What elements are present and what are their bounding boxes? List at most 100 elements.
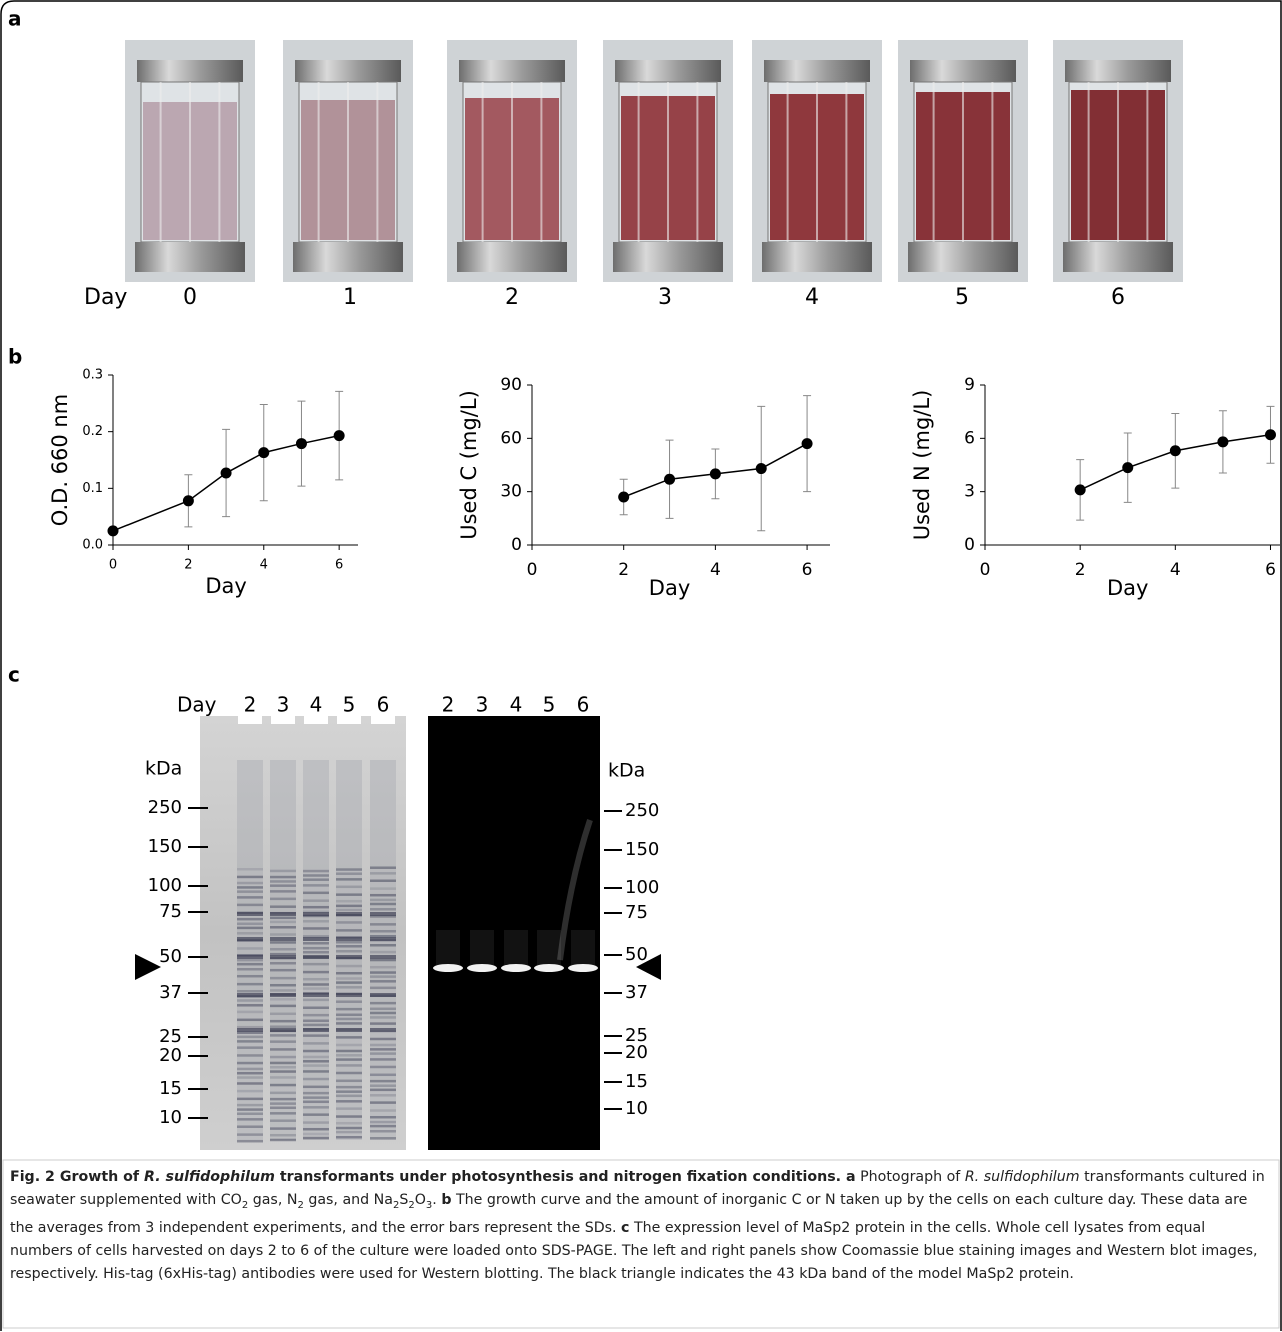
gel-band: [303, 987, 329, 990]
gel-band: [270, 1048, 296, 1051]
gel-band: [336, 1036, 362, 1039]
marker-label: 20: [159, 1045, 182, 1066]
reactor-base: [293, 242, 403, 272]
gel-band: [370, 1115, 396, 1119]
gel-band: [370, 908, 396, 911]
gel-band: [370, 912, 396, 916]
gel-band: [370, 934, 396, 938]
gel-band: [303, 884, 329, 887]
data-point: [709, 468, 721, 480]
gel-lane: [336, 760, 362, 1140]
blot-smear: [537, 930, 561, 966]
blot-smear: [470, 930, 494, 966]
gel-band: [270, 1127, 296, 1130]
y-axis-label: O.D. 660 nm: [48, 394, 72, 526]
gel-band: [270, 880, 296, 883]
gel-band: [370, 1094, 396, 1097]
gel-band: [237, 1118, 263, 1121]
reactor-top: [910, 60, 1016, 82]
reactor-base: [1063, 242, 1173, 272]
caption-text: 2: [408, 1199, 415, 1211]
gel-band: [237, 886, 263, 889]
gel-band: [370, 950, 396, 954]
gel-band: [270, 1102, 296, 1105]
gel-band: [303, 1132, 329, 1136]
gel-band: [270, 875, 296, 879]
gel-band: [270, 1034, 296, 1037]
gel-band: [336, 971, 362, 975]
day-number: 3: [658, 285, 672, 310]
gel-band: [336, 893, 362, 896]
gel-band: [237, 926, 263, 930]
caption-text: a: [841, 1169, 856, 1185]
gel-band: [270, 884, 296, 887]
y-tick-label: 30: [500, 482, 522, 502]
caption-text: gas, N: [248, 1192, 298, 1208]
gel-band: [303, 1091, 329, 1095]
gel-band: [303, 899, 329, 902]
gel-band: [270, 1097, 296, 1101]
gel-band: [303, 946, 329, 950]
x-tick-label: 2: [618, 560, 629, 580]
lane-label: 6: [577, 693, 590, 717]
gel-band: [303, 1070, 329, 1073]
reactor-top: [764, 60, 870, 82]
well: [371, 716, 395, 724]
gel-band: [370, 1011, 396, 1015]
kda-label: kDa: [608, 760, 645, 782]
data-point: [258, 447, 270, 459]
gel-band: [370, 965, 396, 969]
day-label: Day: [177, 693, 217, 717]
marker-label: 15: [625, 1071, 648, 1092]
gel-band: [237, 881, 263, 885]
data-line: [112, 434, 340, 532]
gel-band: [270, 1112, 296, 1115]
gel-band: [270, 983, 296, 987]
gel-lane: [370, 760, 396, 1140]
y-tick-label: 0: [964, 535, 975, 555]
gel-band: [237, 1061, 263, 1065]
marker-label: 50: [625, 944, 648, 965]
caption-text: The growth curve and the amount of inorg…: [10, 1192, 1248, 1236]
gel-band: [370, 937, 396, 941]
gel-band: [270, 952, 296, 956]
gel-band: [336, 908, 362, 912]
gel-band: [370, 879, 396, 883]
panel-label: c: [8, 663, 20, 687]
y-tick-label: 0.3: [82, 368, 103, 383]
gel-band: [270, 1119, 296, 1122]
gel-band: [270, 1025, 296, 1028]
gel-band: [370, 1037, 396, 1041]
gel-band: [237, 1082, 263, 1085]
gel-band: [270, 1061, 296, 1065]
gel-band: [237, 1108, 263, 1111]
gel-band: [336, 899, 362, 903]
gel-band: [237, 1040, 263, 1043]
marker-label: 10: [625, 1098, 648, 1119]
x-tick-label: 4: [260, 558, 268, 573]
gel-band: [237, 1112, 263, 1115]
y-tick-label: 0: [511, 535, 522, 555]
gel-band: [370, 1130, 396, 1133]
lane-label: 3: [476, 693, 489, 717]
gel-band: [237, 1018, 263, 1022]
data-point: [664, 473, 676, 485]
gel-band: [303, 1055, 329, 1059]
gel-band: [237, 1103, 263, 1107]
gel-band: [237, 1133, 263, 1136]
caption-text: R. sulfidophilum: [964, 1169, 1080, 1185]
caption-text: Photograph of: [855, 1169, 965, 1185]
y-tick-label: 60: [500, 428, 522, 448]
gel-band: [303, 993, 329, 997]
gel-band: [303, 1019, 329, 1023]
gel-band: [336, 1007, 362, 1011]
gel-band: [237, 1025, 263, 1029]
data-point: [1122, 462, 1134, 474]
y-tick-label: 0.2: [82, 424, 103, 439]
gel-band: [303, 998, 329, 1002]
day-number: 0: [183, 285, 197, 310]
reactor-top: [1065, 60, 1171, 82]
day-number: 5: [955, 285, 969, 310]
gel-band: [370, 893, 396, 897]
